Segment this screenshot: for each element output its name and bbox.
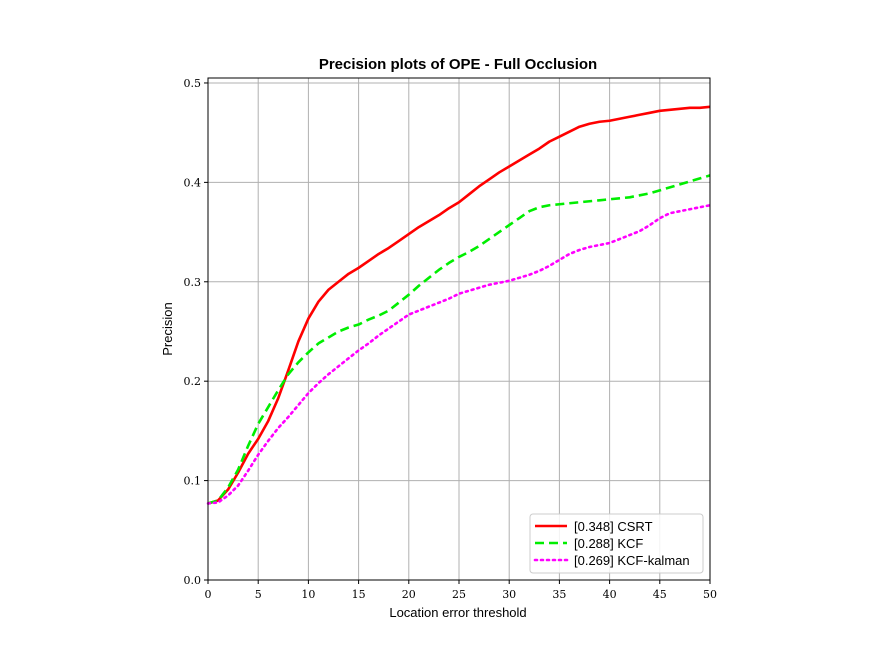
x-tick-label: 30 xyxy=(502,588,516,601)
y-tick-label: 0.4 xyxy=(184,176,202,189)
x-tick-label: 15 xyxy=(352,588,366,601)
x-tick-label: 50 xyxy=(703,588,717,601)
chart-title: Precision plots of OPE - Full Occlusion xyxy=(319,56,597,73)
axis-ticks: 0 5 10 15 20 25 30 35 40 45 50 0.0 0.1 0.2 0.3 0.4 0.5 xyxy=(184,77,718,601)
x-tick-label: 20 xyxy=(402,588,416,601)
series-line-0 xyxy=(207,105,711,505)
legend: [0.348] CSRT [0.288] KCF [0.269] KCF-kalma… xyxy=(529,513,704,574)
y-axis-label: Precision xyxy=(160,302,175,355)
legend-label-1: [0.288] KCF xyxy=(574,536,643,551)
x-tick-label: 25 xyxy=(452,588,466,601)
x-tick-label: 45 xyxy=(653,588,667,601)
y-tick-label: 0.3 xyxy=(184,276,202,289)
y-tick-label: 0.0 xyxy=(184,574,202,587)
x-tick-label: 5 xyxy=(255,588,262,601)
series-line-1 xyxy=(207,174,711,505)
legend-label-2: [0.269] KCF-kalman xyxy=(574,553,690,568)
x-tick-label: 0 xyxy=(205,588,212,601)
x-tick-label: 10 xyxy=(301,588,315,601)
x-tick-label: 35 xyxy=(552,588,566,601)
legend-box xyxy=(529,513,704,574)
y-tick-label: 0.1 xyxy=(184,475,202,488)
x-tick-label: 40 xyxy=(603,588,617,601)
series-line-2 xyxy=(206,203,712,505)
x-axis-label: Location error threshold xyxy=(389,605,526,620)
series-lines xyxy=(206,105,712,505)
legend-label-0: [0.348] CSRT xyxy=(574,519,653,534)
y-tick-label: 0.2 xyxy=(184,375,202,388)
y-tick-label: 0.5 xyxy=(184,77,202,90)
